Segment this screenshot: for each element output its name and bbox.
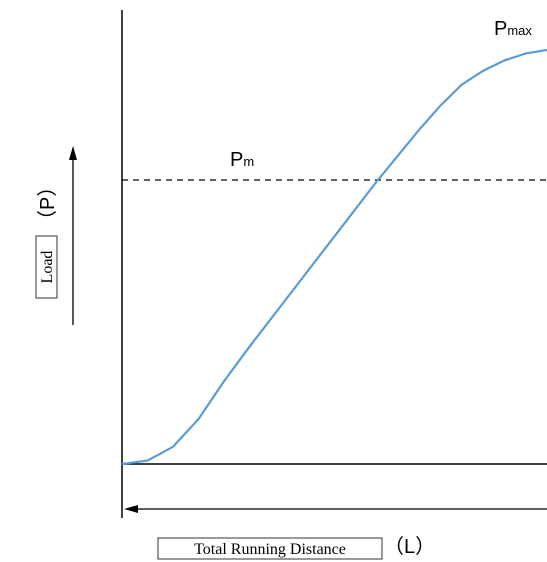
x-direction-arrow <box>124 505 547 513</box>
y-axis-label-text: Load <box>39 251 56 284</box>
pmax-label: Pmax <box>494 18 532 40</box>
pm-label: Pm <box>230 149 254 171</box>
y-axis-symbol: （P） <box>36 177 59 230</box>
load-curve <box>121 48 547 466</box>
x-axis-symbol: （L） <box>384 535 435 558</box>
x-axis-label-text: Total Running Distance <box>194 541 346 558</box>
y-axis-title: Load （P） <box>35 177 59 299</box>
x-axis-title: Total Running Distance （L） <box>157 535 435 560</box>
y-direction-arrow <box>69 146 77 325</box>
